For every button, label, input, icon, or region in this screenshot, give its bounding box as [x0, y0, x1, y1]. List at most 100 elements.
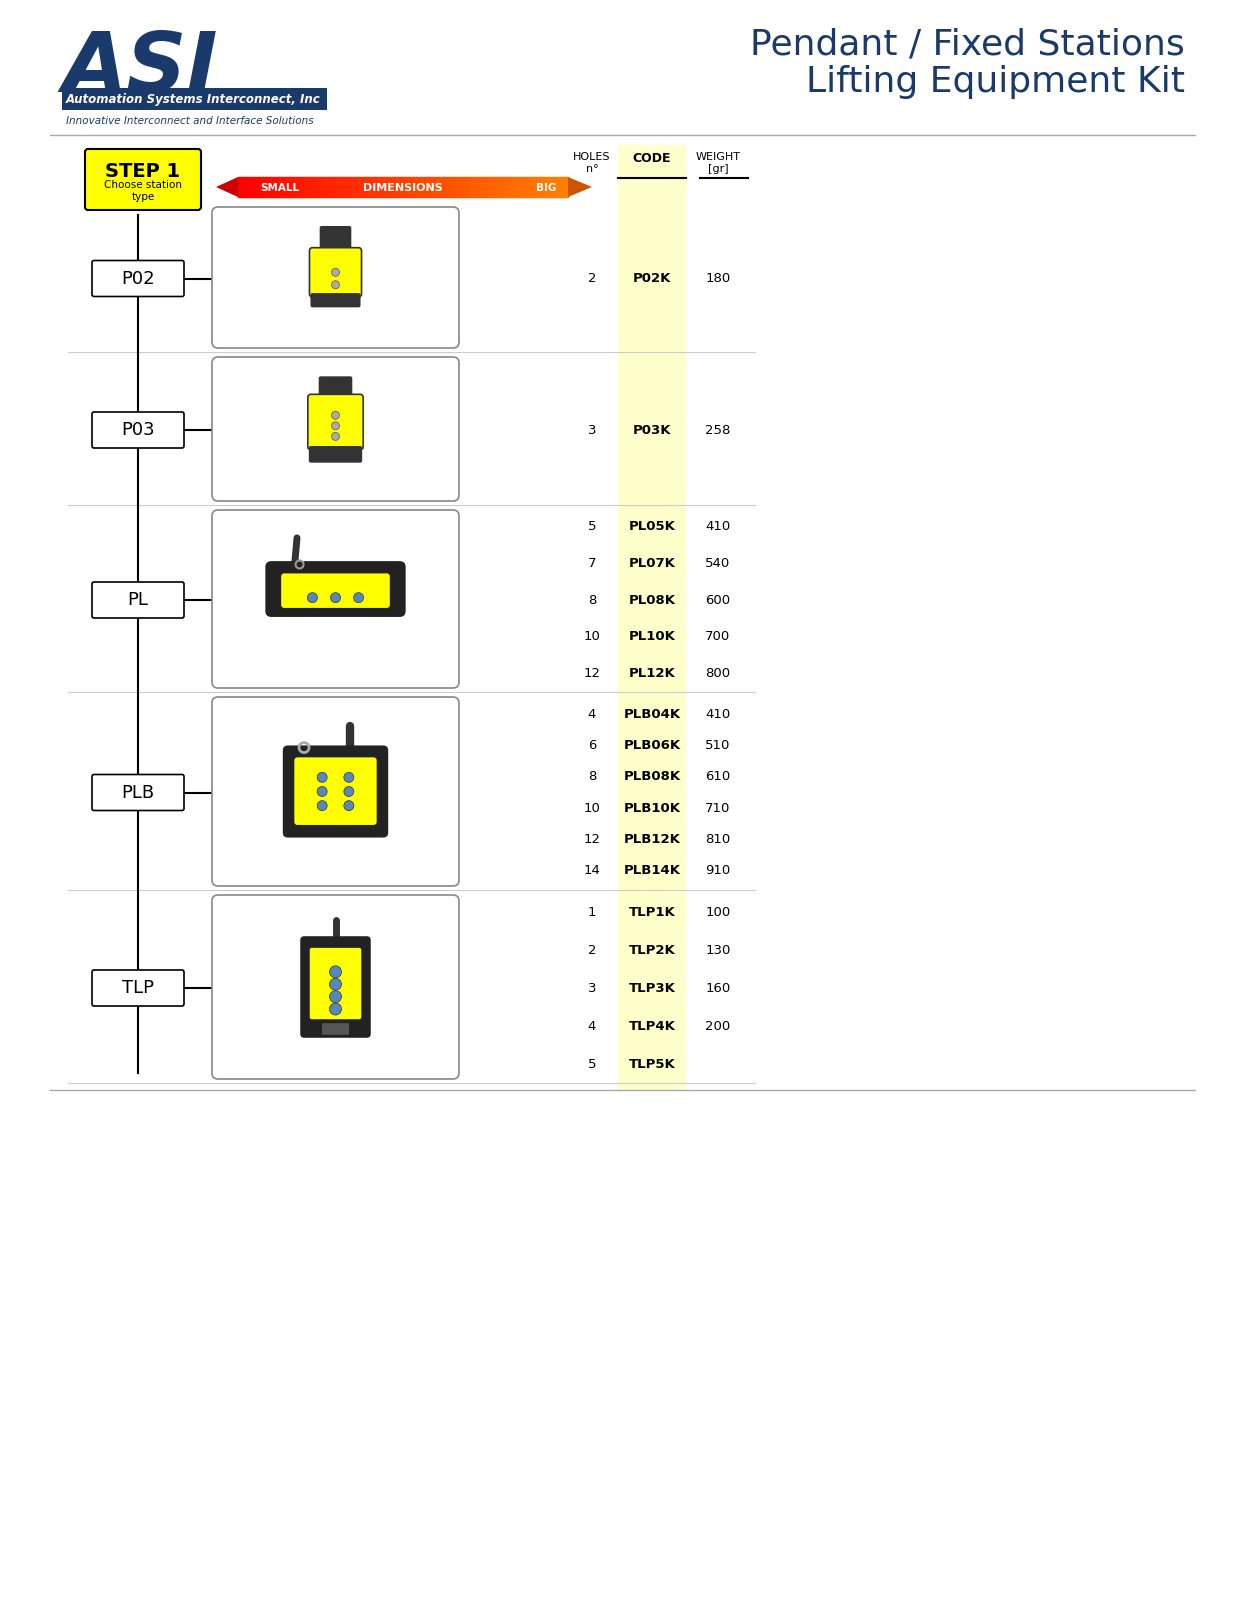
Text: 5: 5	[588, 1058, 596, 1070]
Text: 1: 1	[588, 906, 596, 918]
Text: 800: 800	[705, 667, 731, 680]
Polygon shape	[568, 178, 593, 197]
Circle shape	[317, 800, 327, 811]
Text: 2: 2	[588, 944, 596, 957]
Text: STEP 1: STEP 1	[105, 162, 181, 181]
Text: HOLES
n°: HOLES n°	[573, 152, 611, 173]
Circle shape	[332, 432, 339, 440]
FancyBboxPatch shape	[212, 698, 459, 886]
Circle shape	[329, 990, 341, 1003]
Text: 258: 258	[705, 424, 731, 437]
FancyBboxPatch shape	[294, 757, 376, 826]
Text: 3: 3	[588, 981, 596, 995]
FancyBboxPatch shape	[212, 510, 459, 688]
Text: TLP4K: TLP4K	[628, 1019, 675, 1032]
Text: 12: 12	[584, 832, 600, 846]
FancyBboxPatch shape	[309, 446, 362, 462]
Text: PL08K: PL08K	[628, 594, 675, 606]
Text: 12: 12	[584, 667, 600, 680]
Text: 160: 160	[705, 981, 731, 995]
Circle shape	[332, 422, 339, 430]
Text: PLB10K: PLB10K	[623, 802, 680, 814]
Text: Lifting Equipment Kit: Lifting Equipment Kit	[807, 66, 1185, 99]
FancyBboxPatch shape	[309, 248, 361, 298]
FancyBboxPatch shape	[308, 394, 364, 450]
Text: PL05K: PL05K	[628, 520, 675, 533]
FancyBboxPatch shape	[309, 947, 361, 1019]
Circle shape	[317, 773, 327, 782]
Text: 510: 510	[705, 739, 731, 752]
FancyBboxPatch shape	[319, 376, 353, 397]
Text: PLB04K: PLB04K	[623, 707, 680, 722]
Text: 130: 130	[705, 944, 731, 957]
FancyBboxPatch shape	[283, 746, 388, 837]
Text: 14: 14	[584, 864, 600, 877]
Text: Automation Systems Interconnect, Inc: Automation Systems Interconnect, Inc	[66, 93, 320, 106]
FancyBboxPatch shape	[212, 894, 459, 1078]
Text: 410: 410	[705, 520, 731, 533]
Text: Choose station
type: Choose station type	[104, 179, 182, 202]
Circle shape	[308, 592, 318, 603]
Text: P03: P03	[121, 421, 155, 438]
Text: PLB14K: PLB14K	[623, 864, 680, 877]
Text: Pendant / Fixed Stations: Pendant / Fixed Stations	[751, 27, 1185, 62]
Text: 7: 7	[588, 557, 596, 570]
Text: P02K: P02K	[633, 272, 672, 285]
Text: ASI: ASI	[62, 27, 218, 109]
FancyBboxPatch shape	[322, 1022, 349, 1035]
FancyBboxPatch shape	[319, 226, 351, 248]
Text: 5: 5	[588, 520, 596, 533]
Text: WEIGHT
[gr]: WEIGHT [gr]	[695, 152, 741, 173]
FancyBboxPatch shape	[301, 936, 371, 1038]
FancyBboxPatch shape	[92, 970, 184, 1006]
Circle shape	[332, 411, 339, 419]
Text: 180: 180	[705, 272, 731, 285]
Text: 700: 700	[705, 630, 731, 643]
Text: CODE: CODE	[633, 152, 672, 165]
Text: TLP2K: TLP2K	[628, 944, 675, 957]
Text: TLP1K: TLP1K	[628, 906, 675, 918]
Text: PLB08K: PLB08K	[623, 770, 680, 784]
Text: 100: 100	[705, 906, 731, 918]
Polygon shape	[216, 178, 238, 197]
Text: DIMENSIONS: DIMENSIONS	[364, 182, 443, 194]
FancyBboxPatch shape	[92, 774, 184, 811]
FancyBboxPatch shape	[85, 149, 200, 210]
Text: PLB12K: PLB12K	[623, 832, 680, 846]
Text: PL10K: PL10K	[628, 630, 675, 643]
Circle shape	[329, 978, 341, 990]
Circle shape	[329, 966, 341, 978]
FancyBboxPatch shape	[212, 206, 459, 349]
Circle shape	[332, 280, 339, 288]
Text: 910: 910	[705, 864, 731, 877]
Text: PL: PL	[127, 590, 148, 610]
FancyBboxPatch shape	[92, 411, 184, 448]
Text: 4: 4	[588, 707, 596, 722]
Text: 3: 3	[588, 424, 596, 437]
Text: 600: 600	[705, 594, 731, 606]
Text: 200: 200	[705, 1019, 731, 1032]
FancyBboxPatch shape	[92, 582, 184, 618]
Text: SMALL: SMALL	[260, 182, 299, 194]
Text: PL07K: PL07K	[628, 557, 675, 570]
Text: 10: 10	[584, 630, 600, 643]
FancyBboxPatch shape	[310, 293, 360, 307]
Text: 8: 8	[588, 594, 596, 606]
Text: TLP: TLP	[122, 979, 153, 997]
Bar	[618, 146, 687, 1090]
Text: Innovative Interconnect and Interface Solutions: Innovative Interconnect and Interface So…	[66, 117, 314, 126]
Text: TLP5K: TLP5K	[628, 1058, 675, 1070]
Circle shape	[344, 773, 354, 782]
Text: 410: 410	[705, 707, 731, 722]
Text: PL12K: PL12K	[628, 667, 675, 680]
Text: 710: 710	[705, 802, 731, 814]
Circle shape	[330, 592, 340, 603]
Text: TLP3K: TLP3K	[628, 981, 675, 995]
Text: 10: 10	[584, 802, 600, 814]
Circle shape	[329, 1003, 341, 1014]
Circle shape	[344, 800, 354, 811]
Text: 2: 2	[588, 272, 596, 285]
Circle shape	[354, 592, 364, 603]
Text: P02: P02	[121, 269, 155, 288]
Circle shape	[317, 787, 327, 797]
